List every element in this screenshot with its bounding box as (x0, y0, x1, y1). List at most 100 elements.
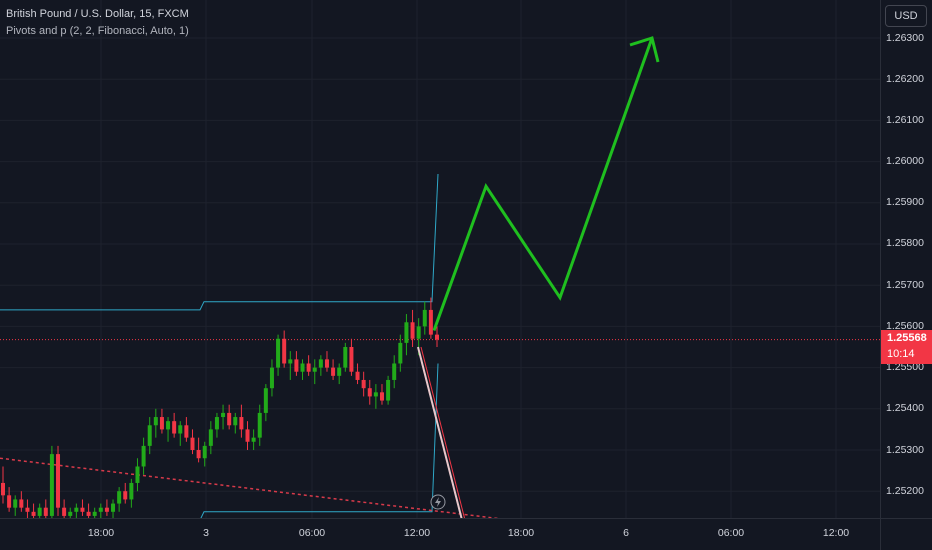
candle-body (386, 379, 391, 401)
candle-body (379, 392, 384, 401)
candle-body (68, 511, 73, 516)
price-tick: 1.25300 (886, 444, 924, 456)
candle-body (257, 412, 262, 438)
drop-line-group (417, 346, 465, 518)
price-tick: 1.26200 (886, 73, 924, 85)
candle-body (251, 437, 256, 442)
projection-arrowhead (629, 36, 660, 63)
candle-body (141, 445, 146, 467)
candle-body (25, 507, 30, 512)
candle-body (7, 495, 12, 508)
candle-body (62, 507, 67, 516)
price-tick: 1.25400 (886, 402, 924, 414)
candle-body (153, 417, 158, 426)
lightning-glyph (435, 497, 441, 507)
time-tick: 06:00 (717, 527, 745, 539)
candle-body (208, 429, 213, 446)
price-axis[interactable] (880, 0, 932, 518)
candle-body (416, 326, 421, 339)
time-tick: 3 (203, 527, 209, 539)
candle-body (43, 507, 48, 516)
candle-body (19, 499, 24, 508)
candle-body (312, 367, 317, 372)
candle-body (306, 363, 311, 372)
candle-body (392, 363, 397, 380)
symbol-title[interactable]: British Pound / U.S. Dollar, 15, FXCM (6, 8, 189, 20)
price-tick: 1.26100 (886, 114, 924, 126)
axis-corner (880, 518, 932, 550)
currency-button[interactable]: USD (885, 5, 927, 27)
price-tick: 1.25800 (886, 237, 924, 249)
pivot-lines (0, 173, 439, 518)
time-tick: 18:00 (87, 527, 115, 539)
candle-body (172, 421, 177, 434)
candle-body (159, 417, 164, 430)
time-tick: 18:00 (507, 527, 535, 539)
indicator-label[interactable]: Pivots and p (2, 2, Fibonacci, Auto, 1) (6, 25, 189, 37)
last-price: 1.25568 (887, 332, 927, 344)
price-tick: 1.25600 (886, 320, 924, 332)
candle-body (410, 322, 415, 339)
projection-path (432, 37, 654, 332)
price-tick: 1.25700 (886, 279, 924, 291)
candle-body (404, 322, 409, 343)
candle-body (1, 482, 5, 496)
candle-body (288, 359, 293, 364)
candle-body (349, 347, 354, 372)
candle-body (435, 334, 439, 340)
candle-body (263, 388, 268, 413)
candle-body (373, 392, 378, 397)
candle-body (184, 425, 189, 438)
candle-body (331, 367, 336, 376)
candle-body (324, 359, 329, 368)
candle-body (245, 429, 250, 442)
candle-body (147, 425, 152, 446)
price-tick: 1.26300 (886, 32, 924, 44)
candle-body (80, 507, 85, 512)
candle-body (214, 417, 219, 430)
price-tick: 1.26000 (886, 155, 924, 167)
time-axis[interactable] (0, 518, 880, 550)
price-tick: 1.25900 (886, 196, 924, 208)
candle-body (117, 491, 122, 504)
time-tick: 6 (623, 527, 629, 539)
candle-body (31, 511, 36, 516)
candle-body (428, 309, 433, 335)
candle-body (111, 503, 116, 512)
pivot-lower-line (200, 363, 439, 518)
candle-body (166, 421, 171, 430)
bar-countdown: 10:14 (887, 348, 915, 360)
time-tick: 12:00 (822, 527, 850, 539)
candle-body (269, 367, 274, 389)
candle-body (74, 507, 79, 512)
candle-body (355, 371, 360, 380)
candle-body (422, 309, 427, 327)
candle-body (13, 499, 18, 508)
candle-body (202, 445, 207, 459)
candle-body (367, 388, 372, 397)
price-tick: 1.25200 (886, 485, 924, 497)
candle-body (37, 507, 42, 516)
candle-body (233, 417, 238, 426)
chart-pane[interactable]: British Pound / U.S. Dollar, 15, FXCM Pi… (0, 0, 880, 518)
candle-body (123, 491, 128, 500)
candle-body (300, 363, 305, 372)
candle-body (129, 482, 134, 500)
pivot-upper-line (0, 173, 439, 311)
candle-body (98, 507, 103, 512)
candle-body (86, 511, 91, 516)
candle-body (318, 359, 323, 368)
trendline-group (0, 339, 880, 518)
candle-body (282, 338, 287, 364)
candle-body (135, 466, 140, 483)
candlestick-chart[interactable] (0, 0, 880, 518)
projection-group (432, 36, 660, 332)
candles (1, 297, 439, 518)
candle-body (361, 379, 366, 389)
candle-body (337, 367, 342, 376)
candle-body (398, 342, 403, 364)
candle-body (294, 359, 299, 372)
candle-body (239, 417, 244, 430)
alert-marker-group (430, 494, 446, 510)
candle-body (190, 437, 195, 450)
